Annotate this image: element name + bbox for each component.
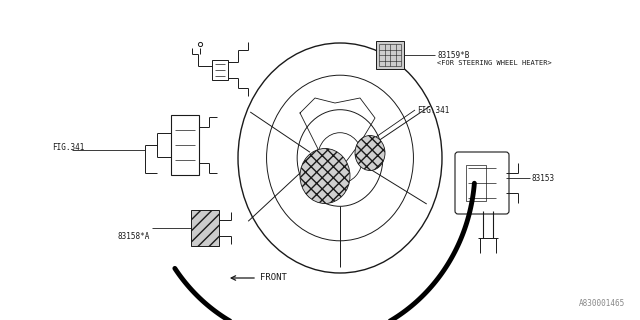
Ellipse shape	[355, 135, 385, 171]
Text: A830001465: A830001465	[579, 299, 625, 308]
Ellipse shape	[300, 148, 350, 204]
Text: 83159*B: 83159*B	[437, 51, 469, 60]
Bar	[376, 41, 404, 69]
Text: FIG.341: FIG.341	[52, 143, 84, 152]
Text: 83158*A: 83158*A	[118, 232, 150, 241]
Bar	[466, 165, 486, 201]
Text: <FOR STEERING WHEEL HEATER>: <FOR STEERING WHEEL HEATER>	[437, 60, 552, 66]
Text: 83153: 83153	[532, 174, 555, 183]
Bar	[191, 210, 219, 246]
Text: FRONT: FRONT	[260, 273, 287, 282]
Text: FIG.341: FIG.341	[417, 106, 449, 115]
Bar	[171, 115, 199, 175]
Bar	[212, 60, 228, 80]
